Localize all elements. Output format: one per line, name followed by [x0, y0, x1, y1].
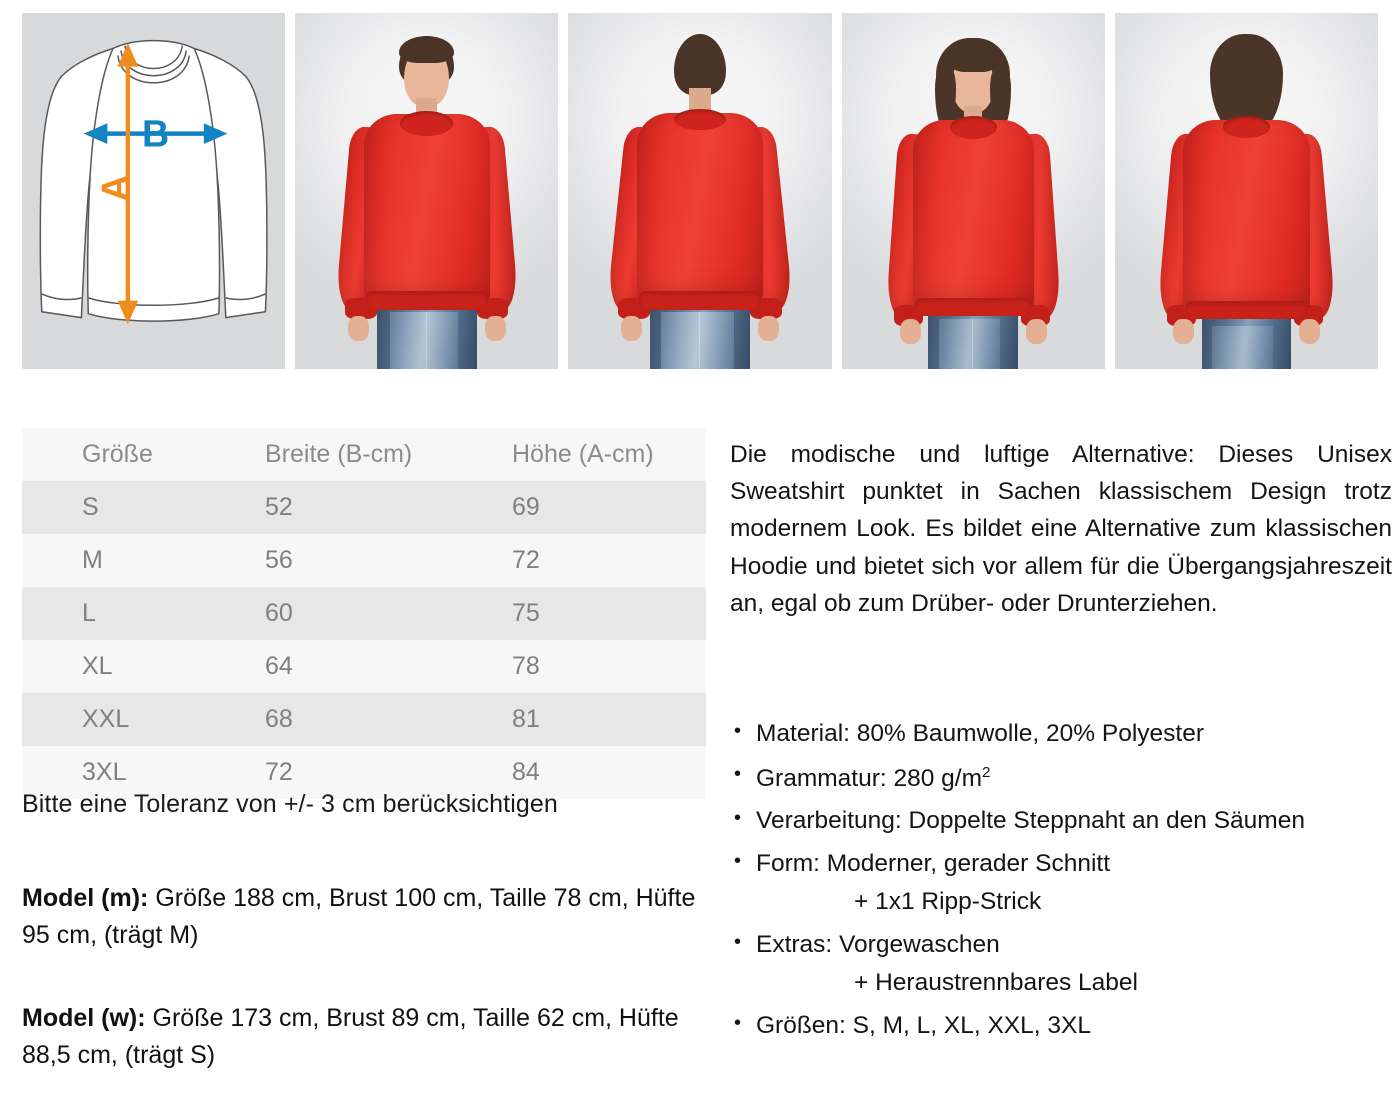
- sweatshirt-technical-drawing: B A: [39, 39, 268, 325]
- cell-size: M: [82, 546, 103, 574]
- cell-height: 78: [512, 652, 540, 680]
- model-male-label: Model (m):: [22, 884, 149, 912]
- spec-text: Verarbeitung: Doppelte Steppnaht an den …: [756, 807, 1305, 835]
- cell-width: 64: [265, 652, 293, 680]
- model-figure: [1115, 13, 1378, 369]
- model-male-measurements: Model (m): Größe 188 cm, Brust 100 cm, T…: [22, 880, 712, 954]
- spec-extras-sub: + Heraustrennbares Label: [730, 969, 1398, 997]
- cell-width: 68: [265, 705, 293, 733]
- spec-material: Material: 80% Baumwolle, 20% Polyester: [730, 720, 1398, 747]
- spec-groessen: Größen: S, M, L, XL, XXL, 3XL: [730, 1011, 1398, 1039]
- model-female-label: Model (w):: [22, 1004, 146, 1032]
- cell-size: S: [82, 493, 99, 521]
- product-gallery: B A: [22, 13, 1379, 369]
- height-label-a: A: [94, 174, 136, 201]
- model-female-front-photo: [841, 13, 1105, 369]
- table-row: XXL 68 81: [22, 693, 706, 746]
- model-female-back-photo: [1114, 13, 1379, 369]
- cell-height: 75: [512, 599, 540, 627]
- width-label-b: B: [142, 112, 169, 154]
- spec-form: Form: Moderner, gerader Schnitt: [730, 849, 1398, 877]
- table-header-row: Größe Breite (B-cm) Höhe (A-cm): [22, 428, 706, 481]
- cell-size: L: [82, 599, 96, 627]
- spec-text: Form: Moderner, gerader Schnitt: [756, 849, 1111, 877]
- cell-width: 52: [265, 493, 293, 521]
- model-male-details: Größe 188 cm, Brust 100 cm, Taille 78 cm…: [22, 884, 696, 949]
- spec-text: Grammatur: 280 g/m: [756, 764, 983, 792]
- model-male-front-photo: [295, 13, 559, 369]
- cell-width: 60: [265, 599, 293, 627]
- header-size: Größe: [82, 440, 153, 468]
- size-table: Größe Breite (B-cm) Höhe (A-cm) S 52 69 …: [22, 428, 706, 799]
- cell-size: XXL: [82, 705, 130, 733]
- cell-height: 84: [512, 758, 540, 786]
- model-figure: [568, 13, 831, 369]
- table-row: L 60 75: [22, 587, 706, 640]
- cell-height: 69: [512, 493, 540, 521]
- header-height: Höhe (A-cm): [512, 440, 654, 468]
- spec-form-sub: + 1x1 Ripp-Strick: [730, 888, 1398, 916]
- spec-verarbeitung: Verarbeitung: Doppelte Steppnaht an den …: [730, 807, 1398, 835]
- cell-width: 72: [265, 758, 293, 786]
- model-figure: [842, 13, 1105, 369]
- spec-text: Material: 80% Baumwolle, 20% Polyester: [756, 720, 1205, 747]
- spec-text: Größen: S, M, L, XL, XXL, 3XL: [756, 1011, 1091, 1039]
- cell-height: 72: [512, 546, 540, 574]
- spec-text: Extras: Vorgewaschen: [756, 930, 1000, 958]
- table-row: M 56 72: [22, 534, 706, 587]
- height-arrow-a: [117, 42, 139, 325]
- model-female-measurements: Model (w): Größe 173 cm, Brust 89 cm, Ta…: [22, 1000, 712, 1074]
- table-row: 3XL 72 84: [22, 746, 706, 799]
- cell-height: 81: [512, 705, 540, 733]
- size-diagram-panel: B A: [22, 13, 286, 369]
- cell-width: 56: [265, 546, 293, 574]
- tolerance-note: Bitte eine Toleranz von +/- 3 cm berücks…: [22, 790, 558, 818]
- spec-grammatur: Grammatur: 280 g/m2: [730, 763, 1398, 792]
- model-figure: [295, 13, 558, 369]
- width-arrow-b: [83, 123, 228, 144]
- spec-superscript: 2: [982, 763, 991, 781]
- spec-text: + Heraustrennbares Label: [854, 969, 1138, 997]
- cell-size: 3XL: [82, 758, 127, 786]
- product-specs-list: Material: 80% Baumwolle, 20% Polyester G…: [730, 720, 1398, 1056]
- cell-size: XL: [82, 652, 113, 680]
- spec-extras: Extras: Vorgewaschen: [730, 930, 1398, 958]
- model-male-back-photo: [568, 13, 832, 369]
- table-row: XL 64 78: [22, 640, 706, 693]
- size-table-head: Größe Breite (B-cm) Höhe (A-cm): [22, 428, 706, 481]
- model-female-details: Größe 173 cm, Brust 89 cm, Taille 62 cm,…: [22, 1004, 679, 1069]
- table-row: S 52 69: [22, 481, 706, 534]
- size-table-body: S 52 69 M 56 72 L 60 75 XL 64 78 XXL 68: [22, 481, 706, 799]
- header-width: Breite (B-cm): [265, 440, 413, 468]
- product-description: Die modische und luftige Alternative: Di…: [730, 441, 1392, 617]
- spec-text: + 1x1 Ripp-Strick: [854, 888, 1042, 916]
